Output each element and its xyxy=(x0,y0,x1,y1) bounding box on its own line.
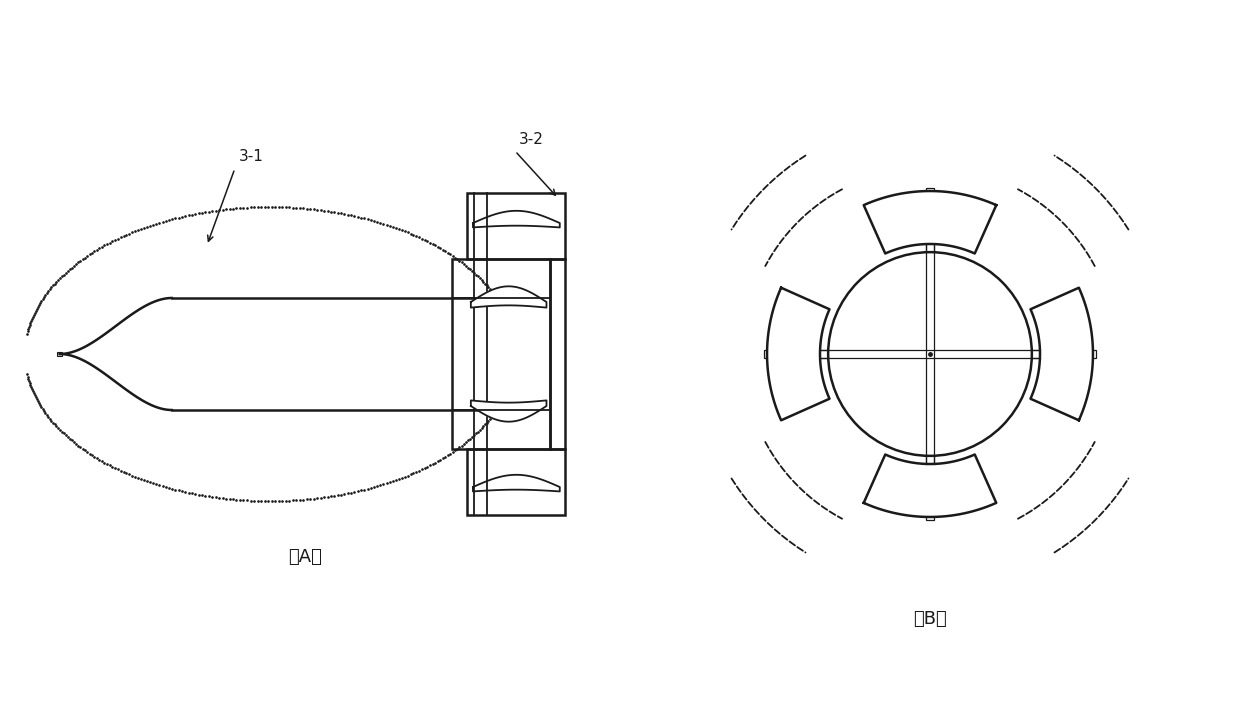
Polygon shape xyxy=(864,191,996,253)
Bar xyxy=(764,350,1096,358)
Polygon shape xyxy=(472,211,559,227)
Polygon shape xyxy=(471,286,547,307)
Polygon shape xyxy=(471,401,547,422)
Bar xyxy=(551,259,565,449)
Polygon shape xyxy=(768,287,830,421)
Bar xyxy=(467,193,565,259)
Polygon shape xyxy=(864,455,996,517)
Polygon shape xyxy=(1030,287,1092,421)
Bar xyxy=(57,352,62,356)
Text: （A）: （A） xyxy=(288,548,322,566)
Polygon shape xyxy=(472,475,559,491)
Text: 3-1: 3-1 xyxy=(238,149,263,164)
Text: （B）: （B） xyxy=(913,610,947,628)
Text: 3-2: 3-2 xyxy=(518,132,543,147)
Bar xyxy=(925,188,935,520)
Bar xyxy=(467,449,565,515)
Bar xyxy=(451,259,551,449)
